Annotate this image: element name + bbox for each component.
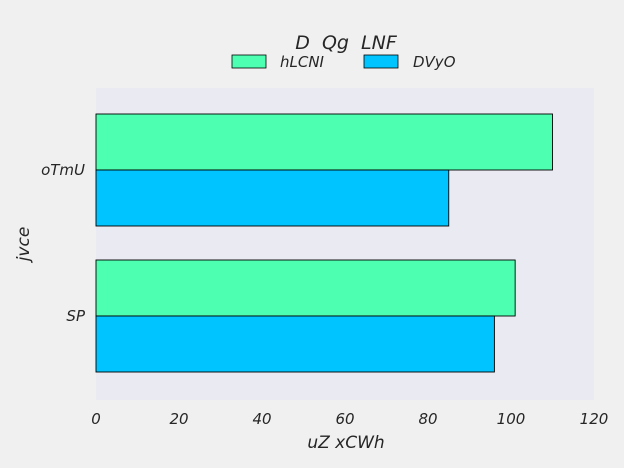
bars: [95, 113, 553, 373]
legend: hLCNI DVyO: [231, 53, 456, 71]
bar: [95, 169, 450, 227]
legend-swatch-hlcni: [231, 54, 267, 69]
bar: [95, 259, 516, 317]
x-axis-label: uZ xCWh: [307, 433, 384, 453]
legend-label-dvyo: DVyO: [413, 53, 456, 71]
bar: [95, 113, 553, 171]
x-tick-label: 60: [335, 410, 354, 428]
x-tick-label: 0: [91, 410, 101, 428]
y-tick-label: SP: [66, 307, 86, 325]
chart-title: D Qg LNF: [295, 32, 398, 54]
bar: [95, 315, 495, 373]
x-tick-labels: 0 20 40 60 80 100 120: [91, 410, 608, 428]
x-tick-label: 100: [497, 410, 526, 428]
x-tick-label: 20: [169, 410, 188, 428]
y-tick-label: oTmU: [41, 161, 85, 179]
y-tick-labels: oTmU SP: [41, 161, 86, 325]
y-axis-label: jvce: [14, 227, 34, 264]
legend-swatch-dvyo: [363, 54, 399, 69]
x-tick-label: 120: [580, 410, 609, 428]
x-tick-label: 40: [252, 410, 271, 428]
x-tick-label: 80: [418, 410, 437, 428]
legend-label-hlcni: hLCNI: [280, 53, 325, 71]
